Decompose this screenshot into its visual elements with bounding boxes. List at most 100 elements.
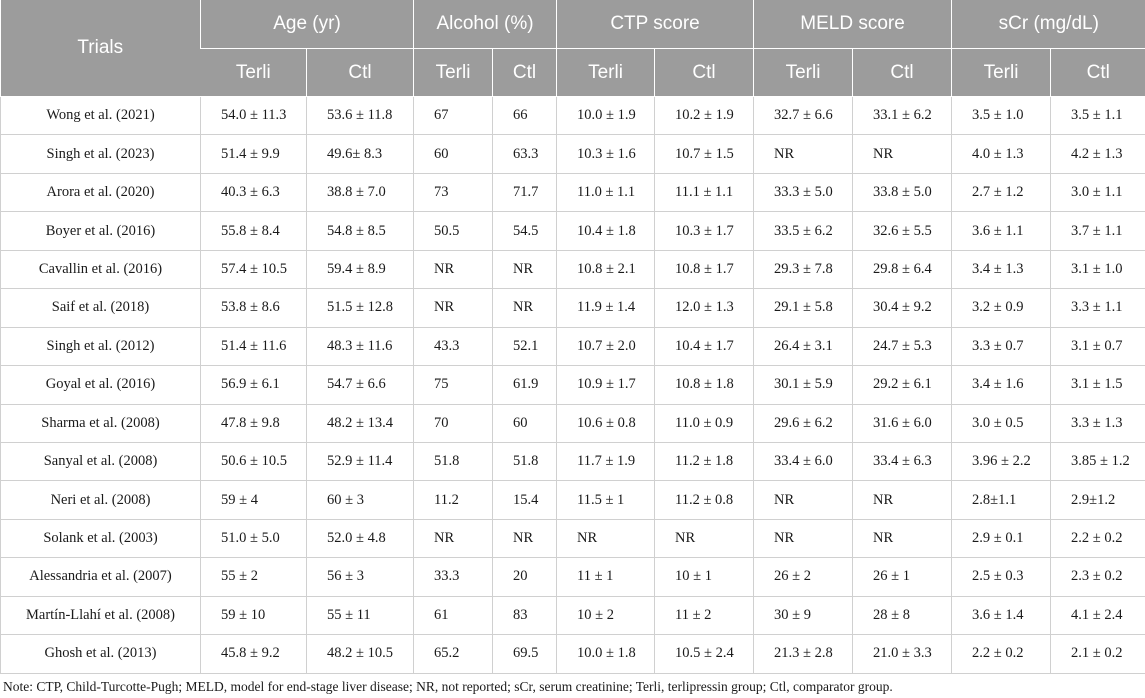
subheader-terli: Terli	[556, 48, 655, 97]
value-cell: 50.6 ± 10.5	[200, 442, 307, 482]
value-cell: 3.0 ± 0.5	[951, 404, 1052, 443]
value-cell: 54.7 ± 6.6	[306, 365, 415, 405]
value-cell: 11.9 ± 1.4	[556, 288, 656, 328]
value-cell: 66	[492, 96, 558, 136]
subheader-terli: Terli	[200, 48, 307, 97]
subheader-ctl: Ctl	[654, 48, 754, 97]
value-cell: 30.4 ± 9.2	[852, 288, 953, 328]
value-cell: 67	[413, 96, 494, 136]
value-cell: 53.6 ± 11.8	[306, 96, 415, 136]
value-cell: 51.5 ± 12.8	[306, 288, 415, 328]
value-cell: 51.0 ± 5.0	[200, 519, 307, 559]
value-cell: NR	[492, 250, 558, 290]
value-cell: 28 ± 8	[852, 596, 953, 636]
value-cell: NR	[492, 288, 558, 328]
value-cell: 54.8 ± 8.5	[306, 211, 415, 251]
value-cell: 29.1 ± 5.8	[753, 288, 854, 328]
table-row: Boyer et al. (2016) 55.8 ± 8.4 54.8 ± 8.5 5…	[0, 211, 1145, 251]
value-cell: 12.0 ± 1.3	[654, 288, 755, 328]
value-cell: 32.7 ± 6.6	[753, 96, 854, 136]
value-cell: 33.3	[413, 557, 494, 597]
table-footnote: Note: CTP, Child-Turcotte-Pugh; MELD, mo…	[3, 679, 893, 694]
value-cell: 10.8 ± 1.7	[654, 250, 755, 290]
header-row-groups: Trials Age (yr) Alcohol (%) CTP score ME…	[0, 0, 1145, 97]
value-cell: 10.4 ± 1.7	[654, 327, 755, 367]
value-cell: NR	[753, 134, 854, 174]
value-cell: 61	[413, 596, 494, 636]
value-cell: 31.6 ± 6.0	[852, 404, 953, 443]
value-cell: 51.4 ± 11.6	[200, 327, 307, 367]
value-cell: 70	[413, 404, 494, 443]
trial-name-cell: Solank et al. (2003)	[0, 519, 201, 559]
table-row: Singh et al. (2012) 51.4 ± 11.6 48.3 ± 11.…	[0, 327, 1145, 367]
value-cell: 40.3 ± 6.3	[200, 173, 307, 213]
value-cell: 69.5	[492, 634, 558, 674]
header-alcohol: Alcohol (%)	[413, 0, 557, 49]
value-cell: 4.1 ± 2.4	[1050, 596, 1145, 636]
value-cell: 10 ± 2	[556, 596, 656, 636]
value-cell: 11.2	[413, 480, 494, 520]
value-cell: 10.3 ± 1.7	[654, 211, 755, 251]
value-cell: 54.5	[492, 211, 558, 251]
value-cell: 61.9	[492, 365, 558, 405]
value-cell: 10.5 ± 2.4	[654, 634, 755, 674]
table-row: Wong et al. (2021) 54.0 ± 11.3 53.6 ± 11.8…	[0, 96, 1145, 136]
subheader-terli: Terli	[951, 48, 1051, 97]
table-row: Singh et al. (2023) 51.4 ± 9.9 49.6± 8.3 60…	[0, 134, 1145, 174]
value-cell: 4.0 ± 1.3	[951, 134, 1052, 174]
value-cell: 33.4 ± 6.3	[852, 442, 953, 482]
table-row: Goyal et al. (2016) 56.9 ± 6.1 54.7 ± 6.6 7…	[0, 365, 1145, 405]
value-cell: 29.6 ± 6.2	[753, 404, 854, 443]
value-cell: 11 ± 1	[556, 557, 656, 597]
value-cell: 3.4 ± 1.3	[951, 250, 1052, 290]
value-cell: 30.1 ± 5.9	[753, 365, 854, 405]
value-cell: 51.8	[492, 442, 558, 482]
table-row: Ghosh et al. (2013) 45.8 ± 9.2 48.2 ± 10.5…	[0, 634, 1145, 674]
value-cell: 29.3 ± 7.8	[753, 250, 854, 290]
value-cell: 29.8 ± 6.4	[852, 250, 953, 290]
value-cell: NR	[753, 480, 854, 520]
subheader-ctl: Ctl	[492, 48, 557, 97]
value-cell: 33.5 ± 6.2	[753, 211, 854, 251]
value-cell: 56.9 ± 6.1	[200, 365, 307, 405]
value-cell: 10.7 ± 1.5	[654, 134, 755, 174]
value-cell: 11.2 ± 1.8	[654, 442, 755, 482]
value-cell: 3.4 ± 1.6	[951, 365, 1052, 405]
value-cell: 45.8 ± 9.2	[200, 634, 307, 674]
baseline-characteristics-table: Trials Age (yr) Alcohol (%) CTP score ME…	[0, 0, 1145, 674]
table-row: Cavallin et al. (2016) 57.4 ± 10.5 59.4 ± …	[0, 250, 1145, 290]
value-cell: NR	[413, 288, 494, 328]
value-cell: 51.4 ± 9.9	[200, 134, 307, 174]
value-cell: 57.4 ± 10.5	[200, 250, 307, 290]
value-cell: 63.3	[492, 134, 558, 174]
value-cell: 3.7 ± 1.1	[1050, 211, 1145, 251]
subheader-terli: Terli	[413, 48, 493, 97]
value-cell: 2.3 ± 0.2	[1050, 557, 1145, 597]
value-cell: 2.5 ± 0.3	[951, 557, 1052, 597]
value-cell: 38.8 ± 7.0	[306, 173, 415, 213]
value-cell: 3.3 ± 1.1	[1050, 288, 1145, 328]
table-row: Arora et al. (2020) 40.3 ± 6.3 38.8 ± 7.0 7…	[0, 173, 1145, 213]
trial-name-cell: Wong et al. (2021)	[0, 96, 201, 136]
value-cell: 10.2 ± 1.9	[654, 96, 755, 136]
trial-name-cell: Saif et al. (2018)	[0, 288, 201, 328]
value-cell: 11.5 ± 1	[556, 480, 656, 520]
table-row: Sanyal et al. (2008) 50.6 ± 10.5 52.9 ± 11…	[0, 442, 1145, 482]
table-row: Solank et al. (2003) 51.0 ± 5.0 52.0 ± 4.8…	[0, 519, 1145, 559]
value-cell: 10.7 ± 2.0	[556, 327, 656, 367]
trial-name-cell: Boyer et al. (2016)	[0, 211, 201, 251]
value-cell: 11.0 ± 0.9	[654, 404, 755, 443]
value-cell: NR	[413, 519, 494, 559]
value-cell: NR	[492, 519, 558, 559]
value-cell: 3.6 ± 1.4	[951, 596, 1052, 636]
value-cell: 10.3 ± 1.6	[556, 134, 656, 174]
value-cell: 10.6 ± 0.8	[556, 404, 656, 443]
value-cell: 60	[413, 134, 494, 174]
value-cell: 73	[413, 173, 494, 213]
trial-name-cell: Cavallin et al. (2016)	[0, 250, 201, 290]
subheader-terli: Terli	[753, 48, 853, 97]
value-cell: NR	[413, 250, 494, 290]
value-cell: 32.6 ± 5.5	[852, 211, 953, 251]
table-header: Trials Age (yr) Alcohol (%) CTP score ME…	[0, 0, 1145, 97]
value-cell: 49.6± 8.3	[306, 134, 415, 174]
